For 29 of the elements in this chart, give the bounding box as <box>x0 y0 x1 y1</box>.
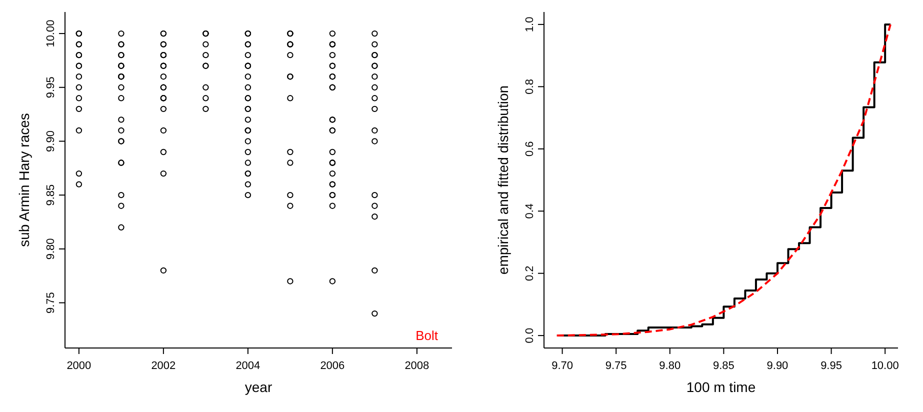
x-tick-label: 2004 <box>236 360 260 372</box>
x-tick-label: 10.00 <box>871 360 899 372</box>
x-tick-label: 2002 <box>151 360 176 372</box>
x-tick-label: 9.70 <box>552 360 574 372</box>
x-tick-label: 9.75 <box>605 360 627 372</box>
y-tick-label: 10.00 <box>45 20 57 48</box>
annotation: Bolt <box>416 328 438 343</box>
y-tick-label: 9.80 <box>45 238 57 260</box>
y-tick-label: 9.75 <box>45 292 57 314</box>
x-tick-label: 9.85 <box>712 360 734 372</box>
x-tick-label: 9.80 <box>659 360 681 372</box>
x-tick-label: 2008 <box>404 360 430 372</box>
y-tick-label: 0.8 <box>524 79 536 94</box>
y-tick-label: 9.90 <box>45 130 57 152</box>
y-axis-title: empirical and fitted distribution <box>495 85 511 275</box>
y-tick-label: 9.95 <box>45 76 57 98</box>
y-axis-title: sub Armin Hary races <box>16 113 32 247</box>
y-tick-label: 0.4 <box>524 203 536 219</box>
y-tick-label: 0.2 <box>524 266 536 281</box>
y-tick-label: 9.85 <box>45 184 57 206</box>
y-tick-label: 1.0 <box>524 16 536 32</box>
x-tick-label: 9.95 <box>820 360 842 372</box>
y-tick-label: 0.0 <box>524 328 536 344</box>
x-tick-label: 2006 <box>320 360 345 372</box>
x-axis-title: year <box>244 379 272 395</box>
x-axis-title: 100 m time <box>686 379 756 395</box>
y-tick-label: 0.6 <box>524 141 536 157</box>
x-tick-label: 9.90 <box>766 360 788 372</box>
x-tick-label: 2000 <box>66 360 92 372</box>
